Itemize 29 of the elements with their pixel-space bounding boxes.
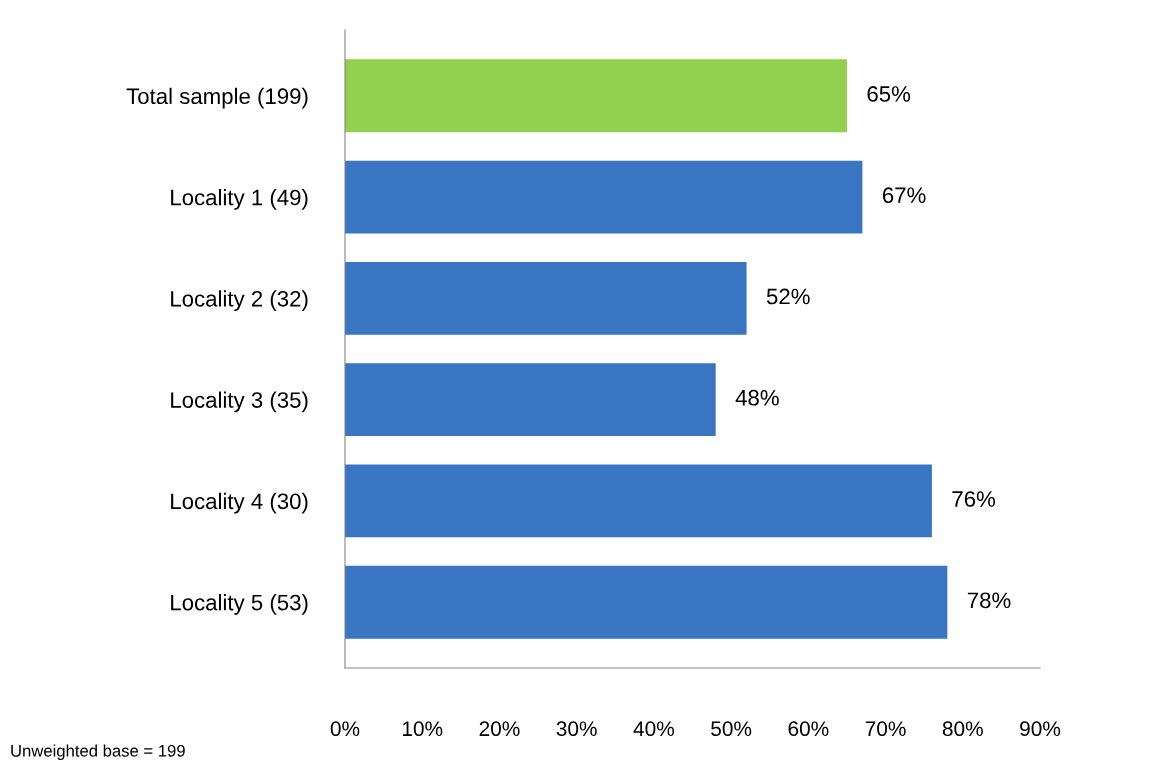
x-tick-label: 20% [479,721,520,737]
x-tick-label: 80% [942,721,983,737]
data-label: 48% [735,389,779,406]
bar [345,363,716,437]
data-label: 78% [967,592,1011,609]
bar [345,160,863,234]
y-tick-label: Locality 4 (30) [171,492,308,514]
x-tick-label: 60% [788,721,829,737]
x-tick-label: 10% [402,721,443,737]
data-label: 76% [952,491,996,507]
y-tick-label: Locality 5 (53) [171,594,308,615]
data-label: 65% [867,86,911,102]
bar [345,464,932,538]
y-tick-label: Locality 3 (35) [171,391,308,413]
x-tick-label: 50% [711,721,752,737]
x-tick-label: 90% [1020,721,1061,737]
data-label: 52% [766,288,810,305]
y-tick-label: Locality 2 (32) [171,290,308,312]
x-tick-label: 70% [865,721,906,737]
y-tick-label: Total sample (199) [126,87,308,109]
y-tick-label: Locality 1 (49) [171,189,308,210]
x-tick-label: 40% [633,721,674,737]
data-label: 67% [882,187,926,204]
x-tick-label: 0% [330,721,360,737]
text: Unweighted base = 199 [11,744,185,760]
x-tick-label: 30% [556,721,597,737]
bar [345,261,747,335]
bar [345,565,948,639]
bar [345,59,847,133]
